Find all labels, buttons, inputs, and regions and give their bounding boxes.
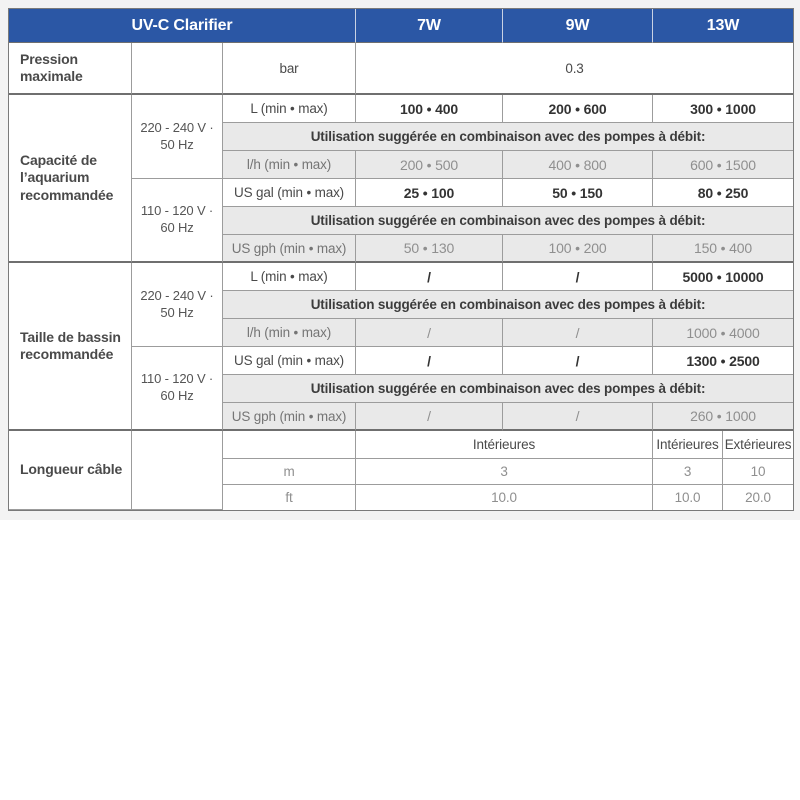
cable-ft-row: ft 10.0 10.0 20.0 xyxy=(9,485,794,510)
capacite-usgal-9w: 50 • 150 xyxy=(503,179,653,207)
cable-m-main: 3 xyxy=(356,459,653,485)
unit-usgph: US gph (min • max) xyxy=(223,235,356,263)
taille-label: Taille de bassin recommandée xyxy=(9,263,132,431)
capacite-lh-9w: 400 • 800 xyxy=(503,151,653,179)
capacite-lh-row: l/h (min • max) 200 • 500 400 • 800 600 … xyxy=(9,151,794,179)
cable-type-interieures: Intérieures xyxy=(653,431,723,459)
taille-usgal-13w: 1300 • 2500 xyxy=(653,347,794,375)
capacite-usgal-7w: 25 • 100 xyxy=(356,179,503,207)
taille-suggestion-row-2: Utilisation suggérée en combinaison avec… xyxy=(9,375,794,403)
cable-volt-empty xyxy=(132,431,223,510)
taille-lh-9w: / xyxy=(503,319,653,347)
voltage-line1: 220 - 240 V · xyxy=(140,287,214,303)
cable-type-exterieures: Extérieures xyxy=(723,431,794,459)
unit-usgph: US gph (min • max) xyxy=(223,403,356,431)
unit-L: L (min • max) xyxy=(223,263,356,291)
taille-usgal-row: 110 - 120 V · 60 Hz US gal (min • max) /… xyxy=(9,347,794,431)
voltage-line1: 220 - 240 V · xyxy=(140,119,214,135)
capacite-usgal-row: 110 - 120 V · 60 Hz US gal (min • max) 2… xyxy=(9,179,794,263)
voltage-line2: 60 Hz xyxy=(160,220,194,235)
taille-usgph-13w: 260 • 1000 xyxy=(653,403,794,431)
pression-unit: bar xyxy=(223,43,356,95)
cable-ft-ext: 20.0 xyxy=(723,485,794,510)
capacite-usgal-13w: 80 • 250 xyxy=(653,179,794,207)
capacite-suggestion-row-1: Utilisation suggérée en combinaison avec… xyxy=(9,123,794,151)
capacite-label: Capacité de l’aquarium recommandée xyxy=(9,95,132,263)
cable-type-main: Intérieures xyxy=(356,431,653,459)
capacite-L-9w: 200 • 600 xyxy=(503,95,653,123)
cable-label: Longueur câble xyxy=(9,431,132,510)
voltage-line2: 50 Hz xyxy=(160,136,194,152)
taille-L-13w: 5000 • 10000 xyxy=(653,263,794,291)
header-row: UV-C Clarifier 7W 9W 13W xyxy=(9,9,794,43)
capacite-L-7w: 100 • 400 xyxy=(356,95,503,123)
voltage-line2: 60 Hz xyxy=(160,388,194,403)
cable-unit-empty xyxy=(223,431,356,459)
capacite-usgph-row: US gph (min • max) 50 • 130 100 • 200 15… xyxy=(9,235,794,263)
unit-usgal: US gal (min • max) xyxy=(223,347,356,375)
capacite-suggestion-row-2: Utilisation suggérée en combinaison avec… xyxy=(9,207,794,235)
pression-row: Pression maximale bar 0.3 xyxy=(9,43,794,95)
unit-ft: ft xyxy=(223,485,356,510)
taille-L-7w: / xyxy=(356,263,503,291)
col-header-9w: 9W xyxy=(503,9,653,43)
capacite-L-13w: 300 • 1000 xyxy=(653,95,794,123)
cable-m-ext: 10 xyxy=(723,459,794,485)
voltage-line1: 110 - 120 V · xyxy=(140,203,214,219)
cable-m-int: 3 xyxy=(653,459,723,485)
taille-lh-7w: / xyxy=(356,319,503,347)
pression-label: Pression maximale xyxy=(9,43,132,95)
taille-usgph-7w: / xyxy=(356,403,503,431)
suggestion-text: Utilisation suggérée en combinaison avec… xyxy=(223,123,794,151)
col-header-7w: 7W xyxy=(356,9,503,43)
taille-usgal-9w: / xyxy=(503,347,653,375)
taille-suggestion-row-1: Utilisation suggérée en combinaison avec… xyxy=(9,291,794,319)
capacite-lh-13w: 600 • 1500 xyxy=(653,151,794,179)
taille-voltage-60hz: 110 - 120 V · 60 Hz xyxy=(132,347,223,431)
taille-usgph-row: US gph (min • max) / / 260 • 1000 xyxy=(9,403,794,431)
unit-L: L (min • max) xyxy=(223,95,356,123)
capacite-usgph-9w: 100 • 200 xyxy=(503,235,653,263)
voltage-line1: 110 - 120 V · xyxy=(140,371,214,387)
taille-L-row: Taille de bassin recommandée 220 - 240 V… xyxy=(9,263,794,431)
unit-lh: l/h (min • max) xyxy=(223,151,356,179)
voltage-line2: 50 Hz xyxy=(160,304,194,320)
cable-ft-main: 10.0 xyxy=(356,485,653,510)
product-title: UV-C Clarifier xyxy=(9,9,356,43)
suggestion-text: Utilisation suggérée en combinaison avec… xyxy=(223,375,794,403)
taille-usgph-9w: / xyxy=(503,403,653,431)
spec-card-background: UV-C Clarifier 7W 9W 13W Pression maxima… xyxy=(0,0,800,520)
taille-usgal-7w: / xyxy=(356,347,503,375)
capacite-voltage-50hz: 220 - 240 V · 50 Hz xyxy=(132,95,223,179)
suggestion-text: Utilisation suggérée en combinaison avec… xyxy=(223,207,794,235)
cable-m-row: m 3 3 10 xyxy=(9,459,794,485)
uvc-spec-table: UV-C Clarifier 7W 9W 13W Pression maxima… xyxy=(8,8,795,511)
col-header-13w: 13W xyxy=(653,9,794,43)
pression-volt-empty xyxy=(132,43,223,95)
unit-lh: l/h (min • max) xyxy=(223,319,356,347)
cable-ft-int: 10.0 xyxy=(653,485,723,510)
taille-lh-row: l/h (min • max) / / 1000 • 4000 xyxy=(9,319,794,347)
unit-usgal: US gal (min • max) xyxy=(223,179,356,207)
suggestion-text: Utilisation suggérée en combinaison avec… xyxy=(223,291,794,319)
capacite-lh-7w: 200 • 500 xyxy=(356,151,503,179)
taille-lh-13w: 1000 • 4000 xyxy=(653,319,794,347)
cable-type-row: Longueur câble Intérieures Intérieures E… xyxy=(9,431,794,510)
capacite-usgph-7w: 50 • 130 xyxy=(356,235,503,263)
taille-voltage-50hz: 220 - 240 V · 50 Hz xyxy=(132,263,223,347)
capacite-voltage-60hz: 110 - 120 V · 60 Hz xyxy=(132,179,223,263)
pression-value: 0.3 xyxy=(356,43,794,95)
capacite-L-row: Capacité de l’aquarium recommandée 220 -… xyxy=(9,95,794,263)
taille-L-9w: / xyxy=(503,263,653,291)
unit-m: m xyxy=(223,459,356,485)
capacite-usgph-13w: 150 • 400 xyxy=(653,235,794,263)
